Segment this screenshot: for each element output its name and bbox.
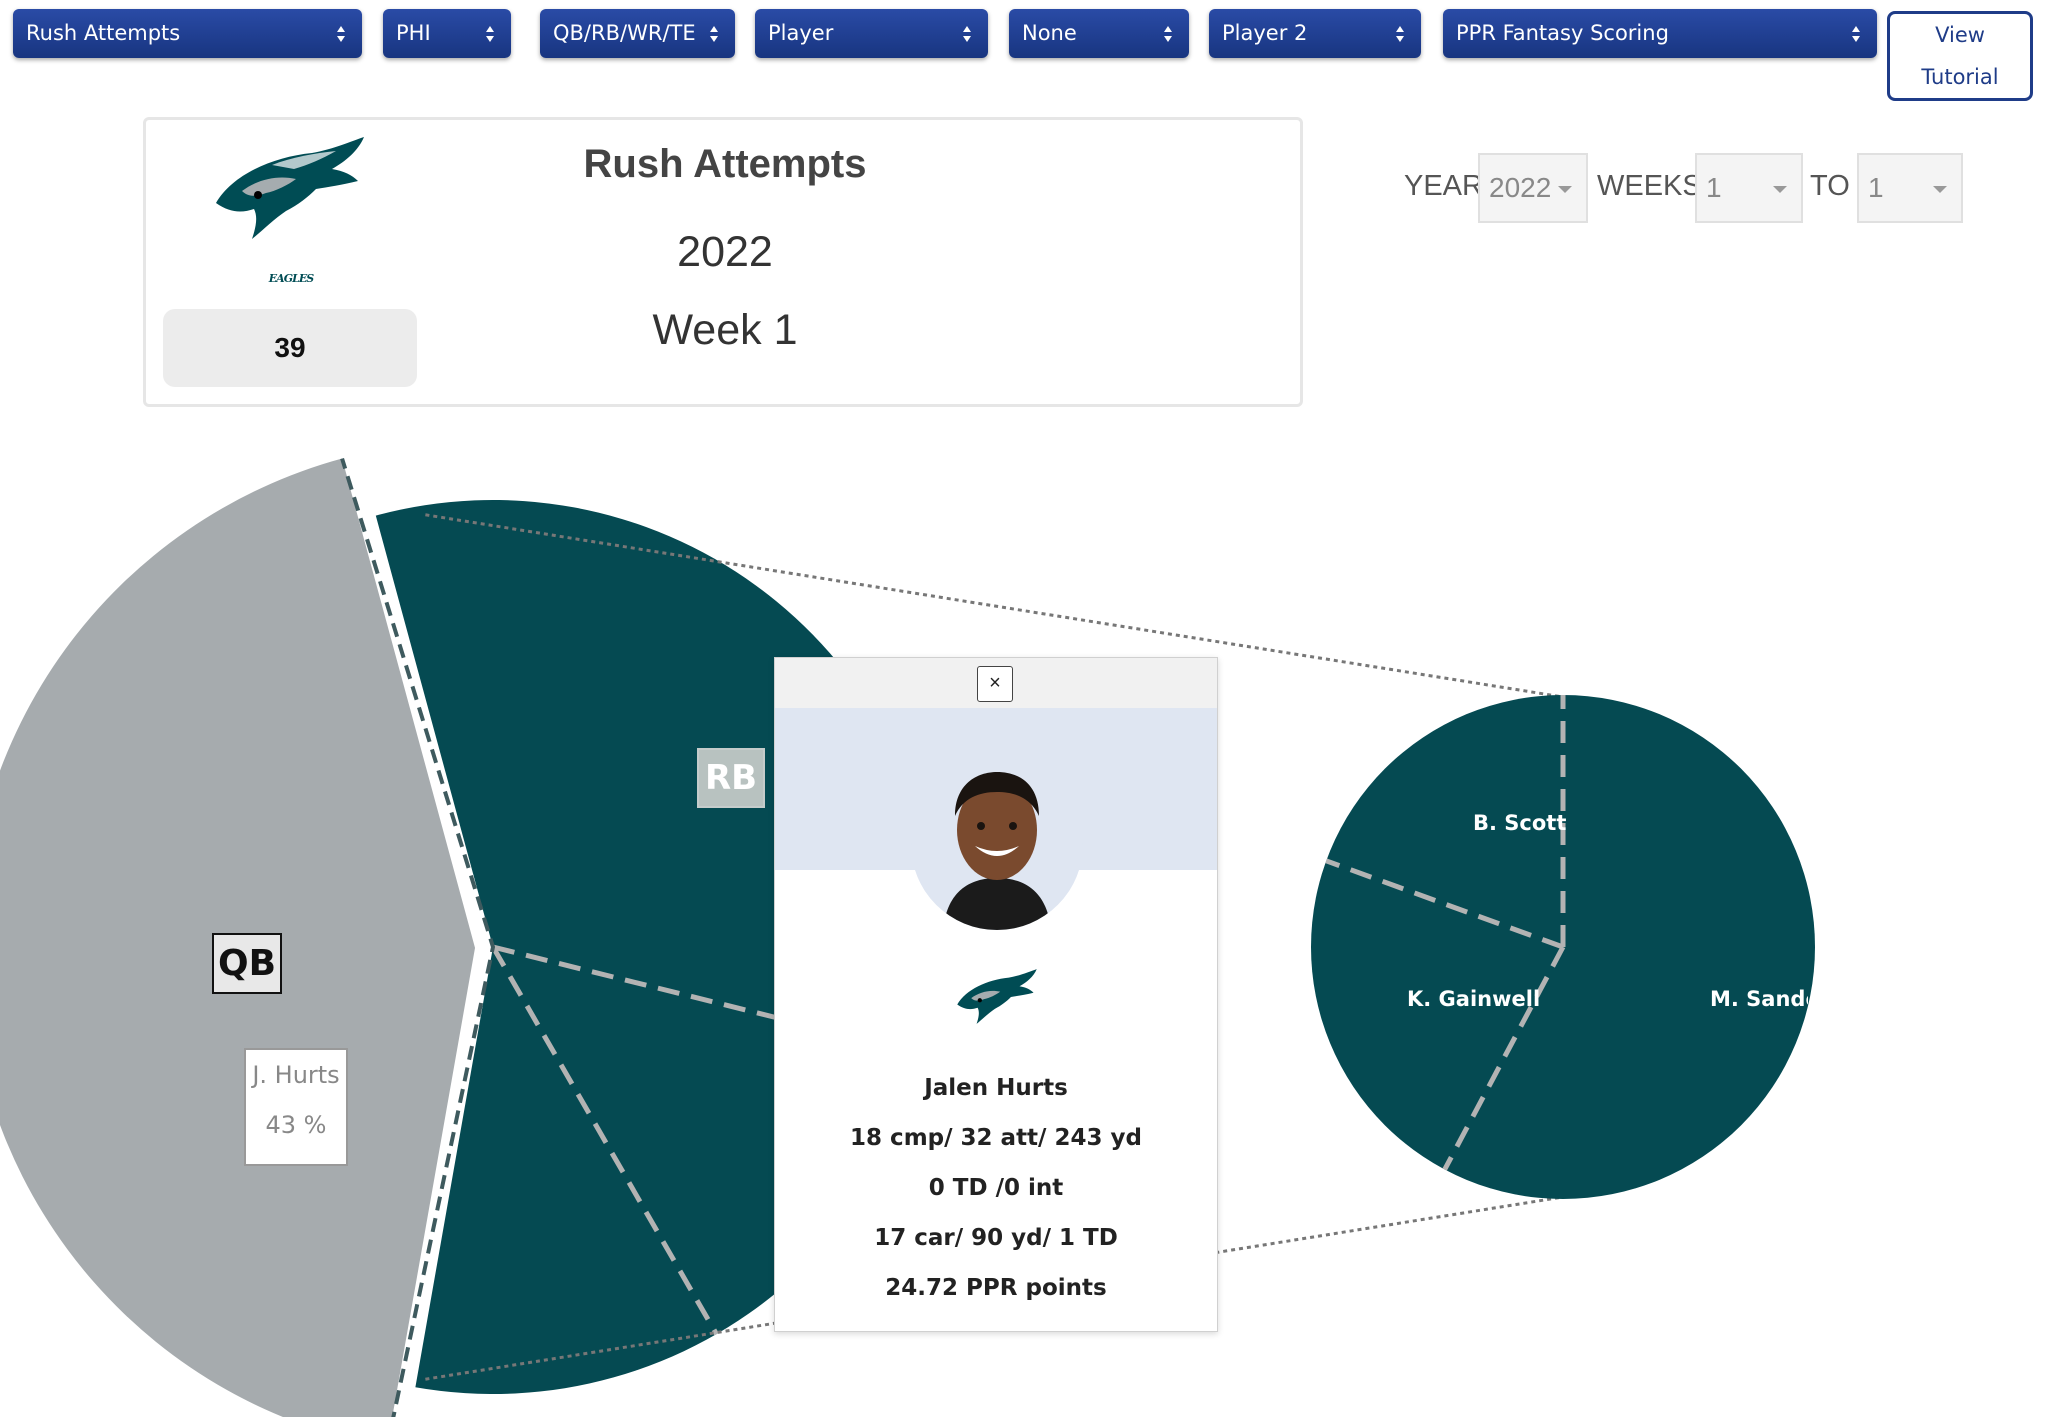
hurts-tooltip-name: J. Hurts xyxy=(252,1061,340,1089)
tutorial-label-line2: Tutorial xyxy=(1921,65,1999,89)
chart-title: Rush Attempts xyxy=(583,142,867,186)
player-select-value: Player xyxy=(768,21,834,45)
player-photo-icon xyxy=(911,758,1083,930)
caret-down-icon xyxy=(1773,186,1787,193)
player-select[interactable]: Player xyxy=(755,9,988,58)
team-total-stat: 39 xyxy=(163,309,417,387)
chart-year: 2022 xyxy=(677,228,773,276)
rb-breakdown-label-scott[interactable]: B. Scott xyxy=(1473,811,1567,835)
year-label: YEAR xyxy=(1404,170,1483,202)
weeks-to-value: 1 xyxy=(1868,172,1884,203)
select-arrows-icon xyxy=(337,26,345,42)
team-select-value: PHI xyxy=(396,21,431,45)
eagles-logo-icon xyxy=(216,137,364,239)
select-arrows-icon xyxy=(486,26,494,42)
popup-team-logo-icon xyxy=(957,969,1037,1024)
close-popup-button[interactable]: × xyxy=(977,666,1013,702)
select-arrows-icon xyxy=(1396,26,1404,42)
select-arrows-icon xyxy=(963,26,971,42)
popup-points-line: 24.72 PPR points xyxy=(885,1275,1107,1301)
select-arrows-icon xyxy=(1852,26,1860,42)
year-dropdown-value: 2022 xyxy=(1489,172,1552,203)
eagles-wordmark: EAGLES xyxy=(268,272,314,285)
caret-down-icon xyxy=(1558,186,1572,193)
weeks-to-dropdown[interactable]: 1 xyxy=(1857,153,1963,223)
popup-rushing-line: 17 car/ 90 yd/ 1 TD xyxy=(874,1225,1118,1251)
player2-select-value: Player 2 xyxy=(1222,21,1308,45)
popup-player-name: Jalen Hurts xyxy=(924,1075,1068,1101)
hurts-tooltip-percent: 43 % xyxy=(265,1111,327,1139)
to-label: TO xyxy=(1810,170,1850,202)
rb-divider-line xyxy=(492,944,928,1058)
weeks-label: WEEKS xyxy=(1597,170,1702,202)
team-select[interactable]: PHI xyxy=(383,9,511,58)
tutorial-label-line1: View xyxy=(1935,23,1985,47)
positions-select-value: QB/RB/WR/TE xyxy=(553,21,696,45)
rb-breakdown-divider xyxy=(1325,858,1564,950)
popup-td-int-line: 0 TD /0 int xyxy=(928,1175,1064,1201)
popup-passing-line: 18 cmp/ 32 att/ 243 yd xyxy=(850,1125,1142,1151)
hurts-slice-tooltip[interactable]: J. Hurts 43 % xyxy=(244,1048,348,1166)
compare-select[interactable]: None xyxy=(1009,9,1189,58)
player2-select[interactable]: Player 2 xyxy=(1209,9,1421,58)
rb-breakdown-label-gainwell[interactable]: K. Gainwell xyxy=(1407,987,1541,1011)
scoring-select[interactable]: PPR Fantasy Scoring xyxy=(1443,9,1877,58)
caret-down-icon xyxy=(1933,186,1947,193)
select-arrows-icon xyxy=(710,26,718,42)
scoring-select-value: PPR Fantasy Scoring xyxy=(1456,21,1669,45)
qb-slice-label[interactable]: QB xyxy=(212,933,282,994)
chart-week: Week 1 xyxy=(652,306,798,354)
year-dropdown[interactable]: 2022 xyxy=(1478,153,1588,223)
connector-line-top xyxy=(425,513,1564,699)
player-avatar xyxy=(911,758,1083,930)
select-arrows-icon xyxy=(1164,26,1172,42)
view-tutorial-button[interactable]: View Tutorial xyxy=(1887,11,2033,101)
stat-select-value: Rush Attempts xyxy=(26,21,181,45)
rb-slice-label[interactable]: RB xyxy=(697,748,765,808)
weeks-from-value: 1 xyxy=(1706,172,1722,203)
qb-edge-line xyxy=(340,457,496,1417)
player-popup: × Jalen Hurts 18 cmp/ 32 att/ 243 yd 0 T… xyxy=(774,657,1218,1332)
rb-divider-line xyxy=(490,945,719,1336)
rb-breakdown-label-sanders[interactable]: M. Sande xyxy=(1710,987,1808,1011)
rb-breakdown-divider xyxy=(1442,945,1566,1171)
compare-select-value: None xyxy=(1022,21,1077,45)
weeks-from-dropdown[interactable]: 1 xyxy=(1695,153,1803,223)
stat-select[interactable]: Rush Attempts xyxy=(13,9,362,58)
positions-select[interactable]: QB/RB/WR/TE xyxy=(540,9,735,58)
